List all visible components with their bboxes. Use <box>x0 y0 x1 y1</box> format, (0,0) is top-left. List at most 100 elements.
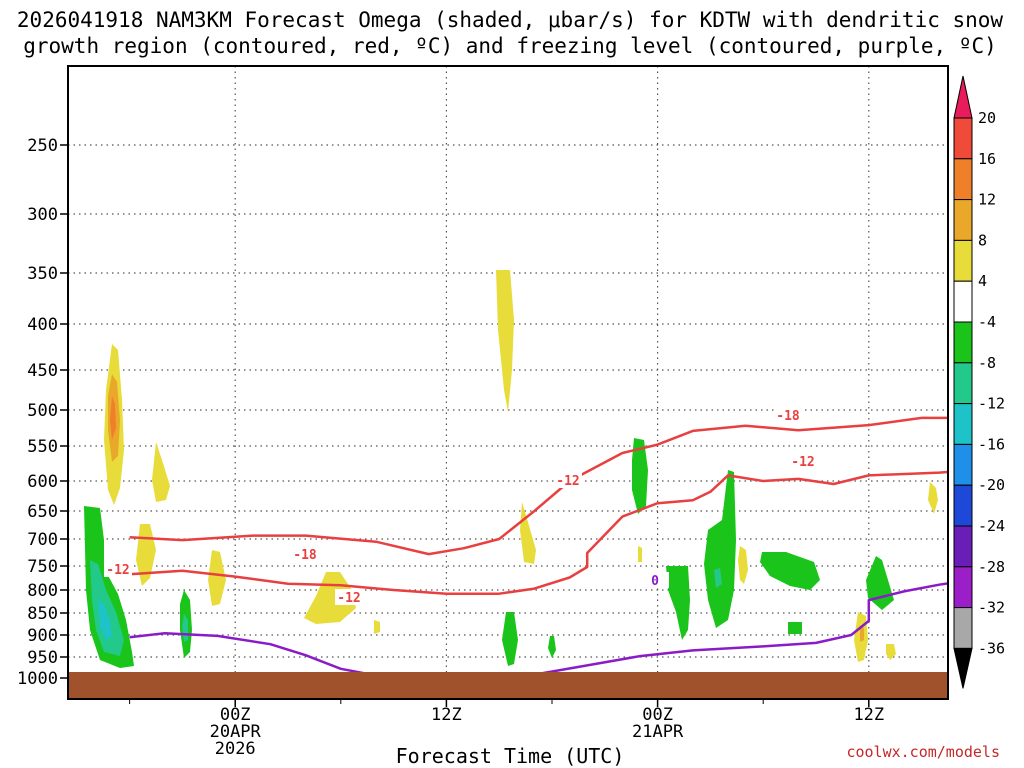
contour-label-5: -12 <box>791 455 814 470</box>
omega-shading <box>84 270 938 668</box>
omega-blob-cyan-left <box>98 600 112 640</box>
contour-label-bg-0 <box>291 546 319 562</box>
ytick-label-850: 850 <box>27 604 58 624</box>
ytick-label-600: 600 <box>27 472 58 492</box>
xtick-label-0-0: 00Z <box>220 705 251 725</box>
x-axis-ticks: 00Z20APR202612Z00Z21APR12Z00Z22APR <box>129 699 884 759</box>
ytick-label-800: 800 <box>27 581 58 601</box>
colorbar-label-13: -36 <box>978 639 1005 657</box>
omega-blob-yellow-8 <box>520 502 536 564</box>
colorbar-band-10 <box>953 484 973 527</box>
colorbar-label-3: 8 <box>978 231 987 249</box>
ytick-label-350: 350 <box>27 264 58 284</box>
ytick-label-650: 650 <box>27 502 58 522</box>
colorbar-band-7 <box>953 362 973 405</box>
contour-label-bg-5 <box>789 453 817 469</box>
omega-blob-green-5 <box>632 438 648 514</box>
minus-12-contour <box>129 470 948 595</box>
omega-blob-yellow-13 <box>886 644 896 660</box>
ytick-label-400: 400 <box>27 315 58 335</box>
contour-label-bg-2 <box>104 561 132 577</box>
colorbar-label-2: 12 <box>978 191 996 209</box>
colorbar-band-11 <box>953 525 973 568</box>
xtick-label-1-0: 12Z <box>431 705 462 725</box>
xtick-label-0-1: 20APR <box>210 722 262 742</box>
colorbar-band-9 <box>953 443 973 486</box>
colorbar-label-11: -28 <box>978 558 1005 576</box>
colorbar-band-6 <box>953 321 973 364</box>
chart-title-line1: 2026041918 NAM3KM Forecast Omega (shaded… <box>17 8 1004 32</box>
ytick-label-950: 950 <box>27 648 58 668</box>
omega-blob-yellow-7 <box>496 270 514 412</box>
colorbar-label-6: -8 <box>978 354 996 372</box>
xtick-label-0-2: 2026 <box>215 739 256 759</box>
xtick-label-3-0: 12Z <box>853 705 884 725</box>
colorbar-bottom-arrow <box>953 647 973 689</box>
colorbar-label-4: 4 <box>978 272 987 290</box>
x-axis-label: Forecast Time (UTC) <box>396 744 625 768</box>
colorbar-band-3 <box>953 199 973 241</box>
contour-labels: -18 -18 -12 -12 -12 -12 0 <box>104 407 817 606</box>
xtick-label-2-0: 00Z <box>642 705 673 725</box>
colorbar-band-5 <box>953 280 973 323</box>
omega-blob-green-10 <box>788 622 802 634</box>
omega-blob-yellow-11 <box>928 482 938 514</box>
colorbar-band-8 <box>953 403 973 445</box>
colorbar-label-12: -32 <box>978 599 1005 617</box>
omega-blob-red-1 <box>110 396 116 440</box>
ytick-label-550: 550 <box>27 437 58 457</box>
ground-surface <box>68 672 948 699</box>
omega-blob-yellow-2 <box>152 442 170 502</box>
omega-blob-green-3 <box>502 612 518 666</box>
omega-blob-green-7 <box>704 470 736 628</box>
xtick-label-2-1: 21APR <box>632 722 684 742</box>
contour-label-1: -18 <box>776 409 800 424</box>
contour-lines <box>129 416 948 680</box>
color-bar: 20 16 12 8 4 -4 -8 -12 -16 -20 -24 -28 -32 -36 <box>953 75 1005 689</box>
omega-blob-green-8 <box>760 552 820 590</box>
ytick-label-500: 500 <box>27 401 58 421</box>
omega-blob-orange-12 <box>860 626 864 642</box>
contour-label-bg-1 <box>774 407 802 423</box>
ytick-label-1000: 1000 <box>17 669 58 689</box>
omega-blob-yellow-4 <box>208 550 226 606</box>
colorbar-label-9: -20 <box>978 476 1005 494</box>
credit-text: coolwx.com/models <box>846 743 1000 761</box>
minus-18-contour <box>129 416 948 556</box>
zero-freezing-contour <box>129 582 948 680</box>
contour-label-4: -12 <box>556 474 579 489</box>
colorbar-label-1: 16 <box>978 150 996 168</box>
contour-label-bg-4 <box>554 472 582 488</box>
ytick-label-900: 900 <box>27 626 58 646</box>
colorbar-label-7: -12 <box>978 395 1005 413</box>
colorbar-label-10: -24 <box>978 517 1005 535</box>
contour-label-bg-6 <box>641 572 669 588</box>
ytick-label-700: 700 <box>27 530 58 550</box>
omega-blob-green-4 <box>548 636 556 658</box>
colorbar-label-5: -4 <box>978 313 996 331</box>
colorbar-band-1 <box>953 117 973 160</box>
contour-label-0: -18 <box>293 548 317 563</box>
colorbar-band-12 <box>953 566 973 609</box>
omega-blob-teal-left <box>90 560 124 656</box>
contour-label-3: -12 <box>337 591 360 606</box>
omega-blob-yellow-9 <box>638 546 642 562</box>
contour-label-2: -12 <box>106 563 129 578</box>
omega-blob-yellow-6 <box>374 620 380 634</box>
colorbar-band-13 <box>953 607 973 649</box>
plot-border <box>67 65 949 700</box>
ytick-label-450: 450 <box>27 361 58 381</box>
colorbar-band-4 <box>953 239 973 282</box>
y-axis-ticks: 2503003504004505005506006507007508008509… <box>17 136 68 689</box>
ytick-label-250: 250 <box>27 136 58 156</box>
time-gridlines <box>234 66 870 699</box>
omega-blob-teal-7 <box>714 568 722 588</box>
colorbar-label-0: 20 <box>978 109 996 127</box>
contour-label-6: 0 <box>651 574 659 589</box>
chart-title-line2: growth region (contoured, red, ºC) and f… <box>23 34 997 58</box>
colorbar-top-arrow <box>953 75 973 119</box>
ytick-label-300: 300 <box>27 205 58 225</box>
omega-blob-green-6 <box>666 566 690 640</box>
contour-label-bg-3 <box>335 589 363 605</box>
